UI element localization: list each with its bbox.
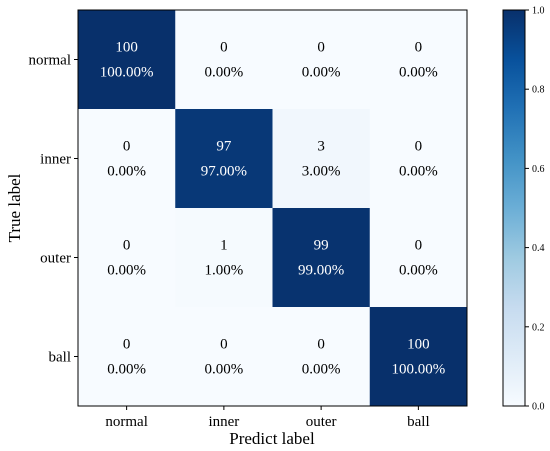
cell-count-label: 0 xyxy=(220,40,228,56)
colorbar-tick-label: 0.2 xyxy=(532,322,545,333)
heatmap-cell xyxy=(272,208,371,308)
cell-percent-label: 100.00% xyxy=(100,65,154,81)
plot-frame xyxy=(77,9,468,407)
heatmap-cell xyxy=(272,307,371,407)
cell-count-label: 0 xyxy=(415,238,423,254)
cell-count-label: 0 xyxy=(123,238,131,254)
heatmap-cell xyxy=(369,307,468,407)
heatmap-cell xyxy=(78,307,176,407)
y-tick-label: normal xyxy=(29,53,72,69)
cell-count-label: 0 xyxy=(415,40,423,56)
colorbar-tick-label: 0.0 xyxy=(532,402,545,413)
heatmap-cell xyxy=(175,10,273,110)
heatmap-cells xyxy=(78,10,468,407)
colorbar-tick-label: 0.4 xyxy=(532,243,545,254)
cell-count-label: 100 xyxy=(115,40,138,56)
heatmap-cell xyxy=(272,10,371,110)
cell-count-label: 0 xyxy=(123,139,131,155)
cell-percent-label: 0.00% xyxy=(107,263,146,279)
cell-percent-label: 0.00% xyxy=(205,65,244,81)
heatmap-cell xyxy=(272,109,371,209)
heatmap-cell xyxy=(175,208,273,308)
colorbar-tick-label: 1.0 xyxy=(532,6,545,17)
cell-percent-label: 99.00% xyxy=(298,263,344,279)
y-tick-label: inner xyxy=(40,152,71,168)
cell-percent-label: 0.00% xyxy=(205,362,244,378)
y-tick-label: ball xyxy=(49,350,72,366)
heatmap-cell xyxy=(369,109,468,209)
x-tick-label: normal xyxy=(105,414,148,430)
cell-count-label: 0 xyxy=(317,337,325,353)
cell-count-label: 0 xyxy=(415,139,423,155)
heatmap-cell xyxy=(78,109,176,209)
cell-percent-label: 0.00% xyxy=(302,65,341,81)
cell-percent-label: 0.00% xyxy=(399,65,438,81)
cell-count-label: 100 xyxy=(407,337,430,353)
heatmap-cell xyxy=(369,208,468,308)
cell-count-label: 0 xyxy=(317,40,325,56)
y-axis-title: True label xyxy=(5,173,24,242)
x-axis-ticks: normal inner outer ball xyxy=(105,406,430,430)
cell-count-label: 3 xyxy=(317,139,325,155)
x-tick-label: ball xyxy=(407,414,430,430)
colorbar-gradient xyxy=(502,9,526,407)
cell-count-label: 0 xyxy=(123,337,131,353)
heatmap-cell xyxy=(78,208,176,308)
heatmap-cell-labels: 100100.00%00.00%00.00%00.00%00.00%9797.0… xyxy=(100,40,446,378)
cell-count-label: 0 xyxy=(220,337,228,353)
y-tick-label: outer xyxy=(40,251,71,267)
cell-percent-label: 0.00% xyxy=(399,164,438,180)
heatmap-cell xyxy=(175,109,273,209)
cell-percent-label: 1.00% xyxy=(205,263,244,279)
heatmap-cell xyxy=(175,307,273,407)
colorbar-tick-label: 0.8 xyxy=(532,85,545,96)
cell-percent-label: 0.00% xyxy=(107,362,146,378)
cell-percent-label: 100.00% xyxy=(392,362,446,378)
x-tick-label: inner xyxy=(208,414,239,430)
cell-count-label: 99 xyxy=(314,238,329,254)
y-axis-ticks: normal inner outer ball xyxy=(29,53,78,366)
cell-percent-label: 3.00% xyxy=(302,164,341,180)
cell-count-label: 1 xyxy=(220,238,228,254)
colorbar-ticks: 0.0 0.2 0.4 0.6 0.8 1.0 xyxy=(525,6,545,413)
x-tick-label: outer xyxy=(306,414,337,430)
cell-count-label: 97 xyxy=(216,139,232,155)
cell-percent-label: 97.00% xyxy=(201,164,247,180)
heatmap-cell xyxy=(78,10,176,110)
colorbar-tick-label: 0.6 xyxy=(532,164,545,175)
heatmap-cell xyxy=(369,10,468,110)
cell-percent-label: 0.00% xyxy=(399,263,438,279)
colorbar: 0.0 0.2 0.4 0.6 0.8 1.0 xyxy=(502,6,545,413)
cell-percent-label: 0.00% xyxy=(107,164,146,180)
cell-percent-label: 0.00% xyxy=(302,362,341,378)
x-axis-title: Predict label xyxy=(229,429,315,448)
